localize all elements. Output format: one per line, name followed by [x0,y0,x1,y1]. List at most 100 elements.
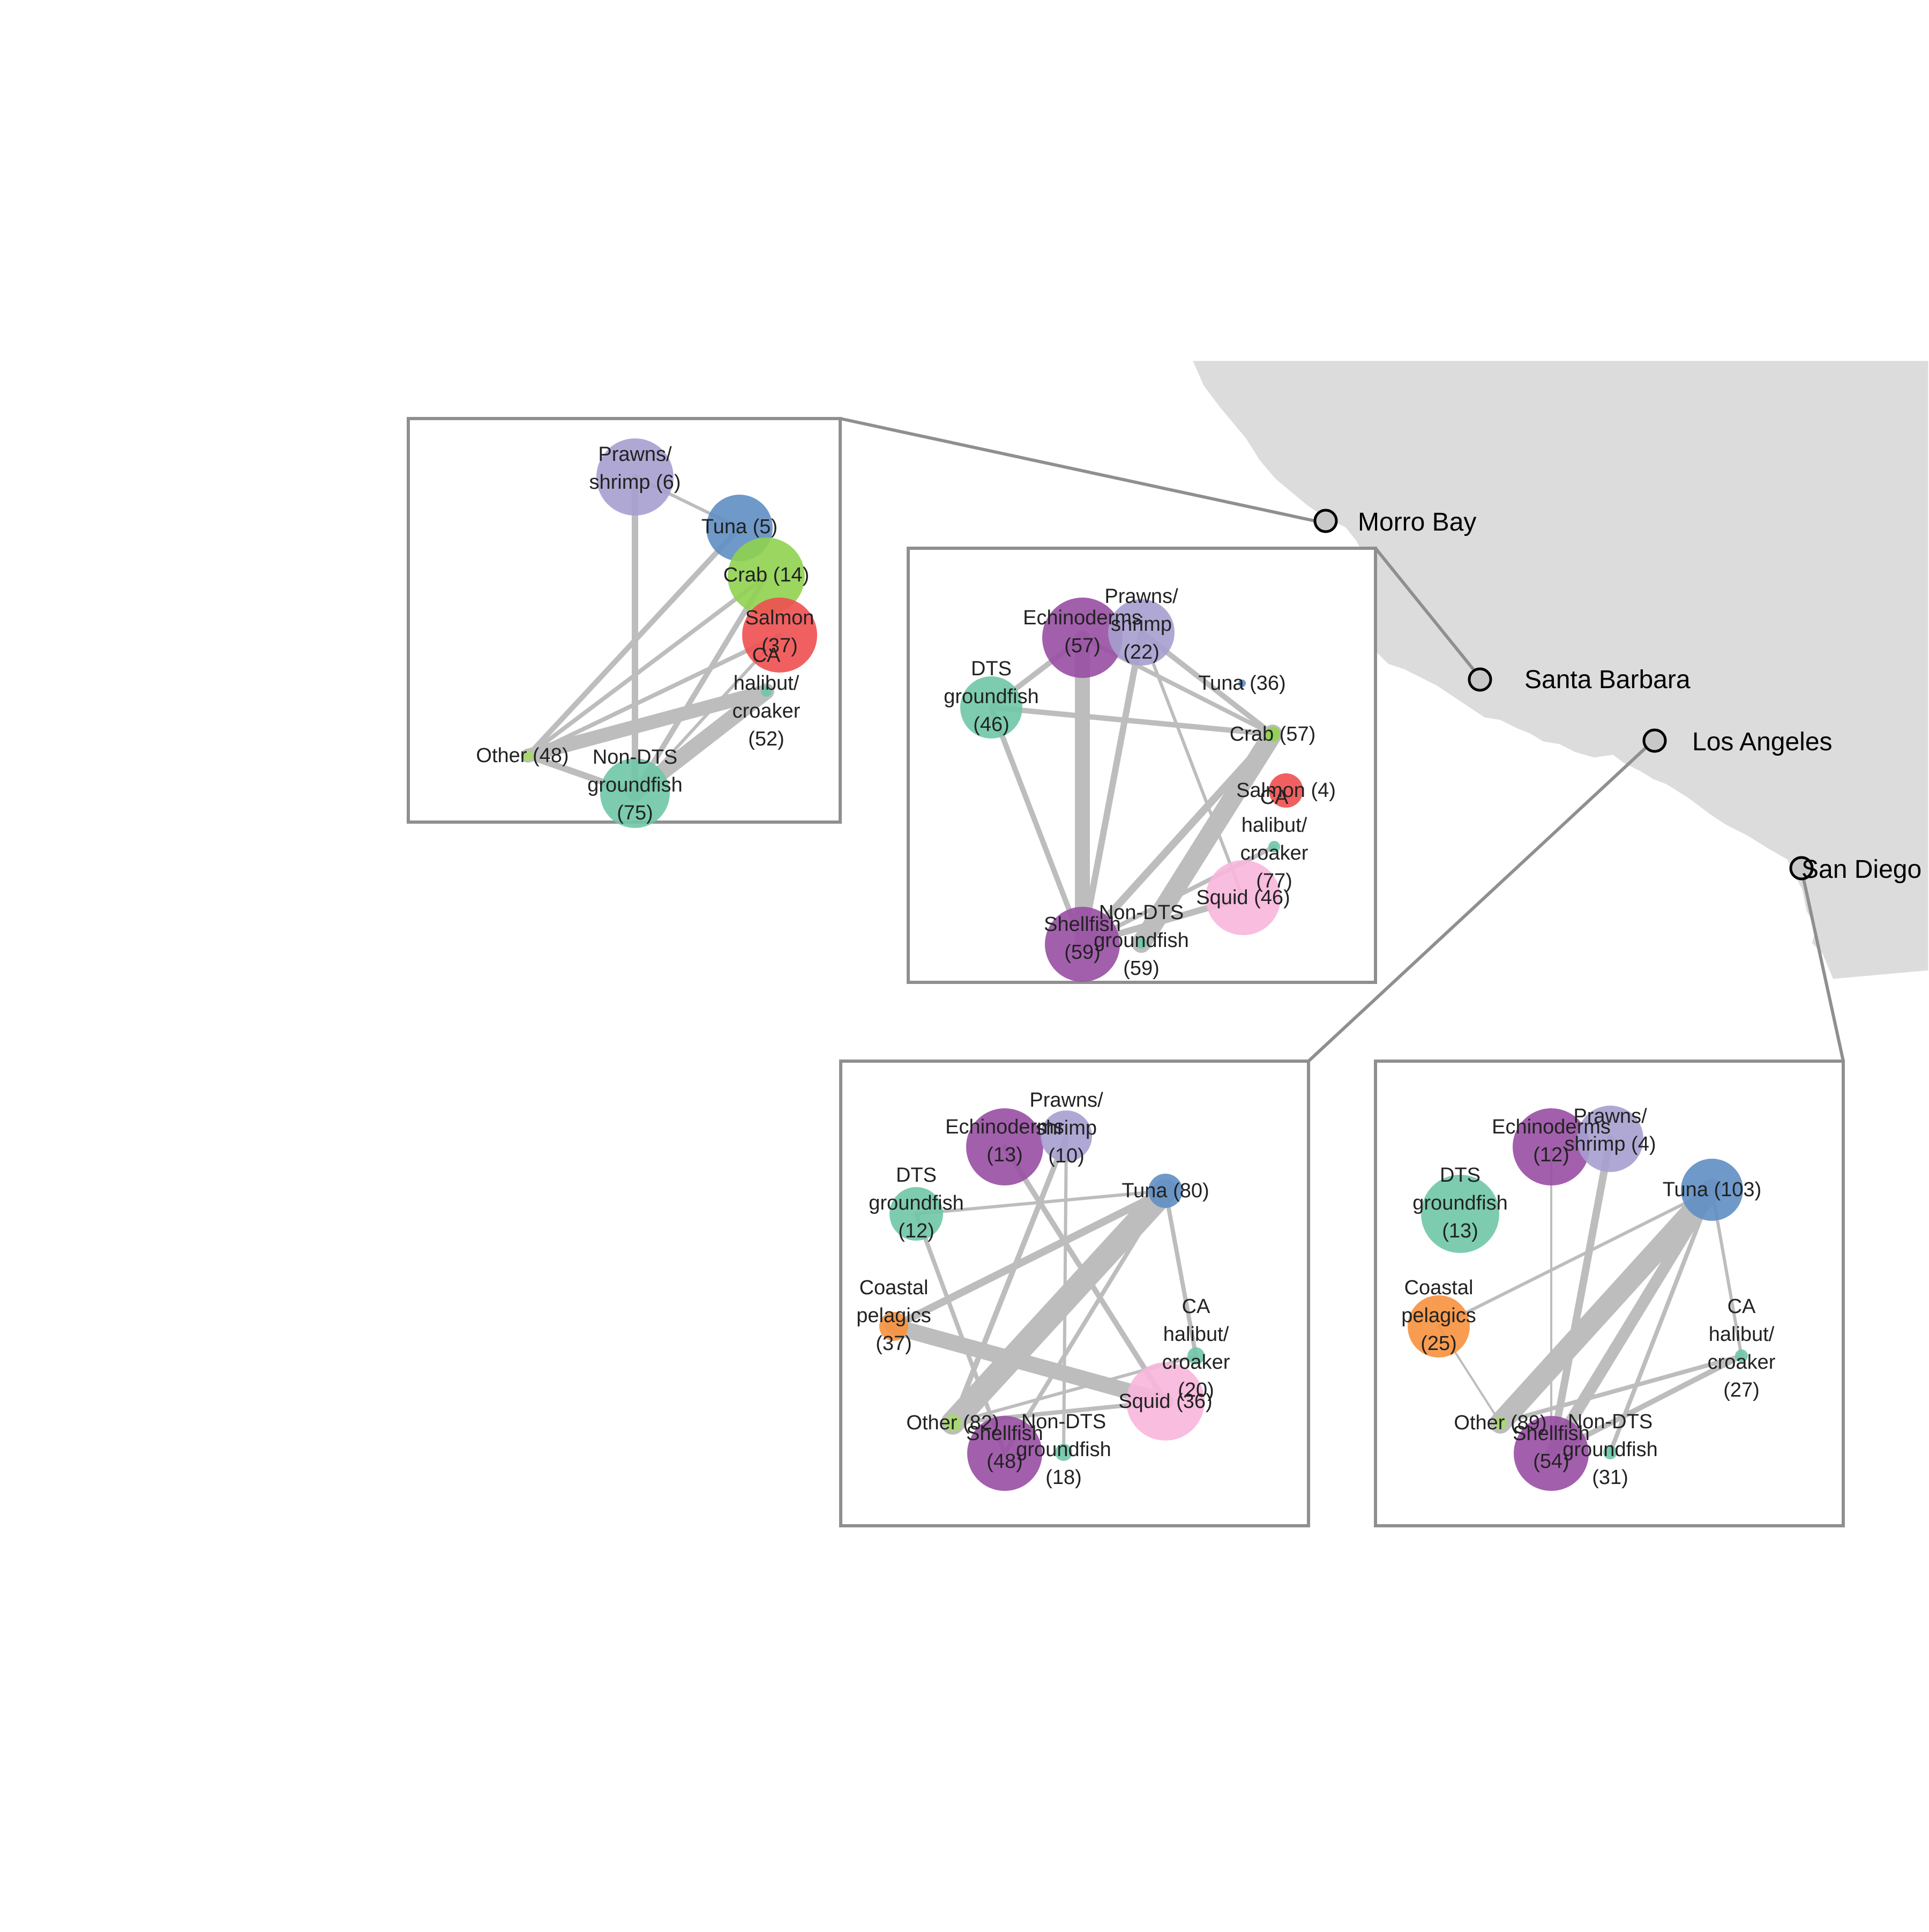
edge-tuna-non-dts-groundfish [1608,1188,1714,1454]
edge-tuna-other [525,525,742,758]
node-ca-halibut-croaker [1187,1347,1205,1364]
leader-santa-barbara [1374,547,1483,681]
node-label-non-dts-groundfish: Non-DTS groundfish (31) [1562,1411,1657,1489]
node-non-dts-groundfish [1136,938,1147,949]
node-non-dts-groundfish [600,758,670,828]
node-label-prawns-shrimp: Prawns/shrimp (4) [1564,1105,1656,1155]
edge-prawns-shrimp-other [950,1133,1069,1426]
edge-prawns-shrimp-shellfish [1079,629,1145,948]
network-morro-bay: Prawns/shrimp (6) Tuna (5) Crab (14) Salmon… [476,438,817,828]
edge-tuna-shellfish [1003,1189,1168,1456]
edge-tuna-other [1490,1179,1723,1434]
node-label-ca-halibut-croaker: CA halibut/croaker (52) [732,644,801,750]
node-label-echinoderms: Echinoderms (12) [1492,1116,1611,1166]
port-marker-santa-barbara [1468,667,1492,692]
node-label-squid: Squid (36) [1118,1390,1212,1413]
port-marker-morro-bay [1313,509,1338,533]
node-label-echinoderms: Echinoderms (13) [945,1116,1064,1166]
edges-los-angeles [886,1133,1198,1456]
node-shellfish [1045,907,1120,982]
node-tuna [1238,680,1246,687]
node-label-coastal-pelagics: Coastal pelagics (25) [1401,1277,1476,1355]
node-tuna [1148,1174,1183,1208]
network-san-diego: Echinoderms (12)Prawns/shrimp (4) DTS groun… [1401,1105,1776,1491]
node-dts-groundfish [889,1187,943,1241]
node-label-shellfish: Shellfish (54) [1513,1422,1590,1473]
node-label-squid: Squid (46) [1196,886,1290,909]
node-label-salmon: Salmon (4) [1236,779,1336,802]
node-dts-groundfish [960,676,1022,739]
node-prawns-shrimp [596,438,674,516]
node-other [1494,1416,1507,1429]
port-label-san-diego: San Diego [1801,855,1921,884]
edge-tuna-shellfish [1545,1184,1718,1459]
node-prawns-shrimp [1108,599,1175,666]
node-label-ca-halibut-croaker: CA halibut/croaker (77) [1240,786,1309,892]
node-other [944,1414,961,1431]
leader-lines [840,417,1845,1063]
node-label-dts-groundfish: DTS groundfish (46) [944,658,1038,736]
network-santa-barbara: Echinoderms (57)Prawns/shrimp (22) Tuna (36… [944,585,1336,982]
node-tuna [1681,1159,1743,1221]
node-label-crab: Crab (14) [723,564,810,586]
node-label-ca-halibut-croaker: CA halibut/croaker (27) [1708,1295,1776,1401]
node-crab [1265,727,1280,742]
edge-ca-halibut-croaker-other [521,684,773,763]
node-echinoderms [1042,598,1123,678]
node-prawns-shrimp [1577,1106,1643,1172]
node-squid [1206,860,1281,935]
node-label-crab: Crab (57) [1230,723,1316,745]
port-label-santa-barbara: Santa Barbara [1524,666,1691,694]
edge-dts-groundfish-crab [989,705,1275,737]
edge-crab-other [526,574,768,758]
node-echinoderms [1513,1108,1590,1185]
node-echinoderms [966,1108,1043,1185]
edge-tuna-coastal-pelagics [890,1187,1169,1330]
edge-prawns-shrimp-shellfish [1547,1135,1614,1457]
port-label-morro-bay: Morro Bay [1358,508,1476,536]
node-label-non-dts-groundfish: Non-DTS groundfish (75) [587,746,682,824]
node-label-non-dts-groundfish: Non-DTS groundfish (59) [1094,901,1188,980]
node-non-dts-groundfish [1055,1444,1072,1461]
node-shellfish [967,1416,1042,1491]
node-label-tuna: Tuna (5) [701,516,777,538]
node-ca-halibut-croaker [1268,841,1280,853]
node-label-echinoderms: Echinoderms (57) [1023,607,1142,657]
edge-dts-groundfish-shellfish [989,705,1085,947]
network-los-angeles: Echinoderms (13)Prawns/shrimp (10) DTS groun… [856,1089,1230,1491]
edge-echinoderms-squid [1002,1144,1168,1404]
node-label-non-dts-groundfish: Non-DTS groundfish (18) [1016,1411,1111,1489]
edge-crab-non-dts-groundfish [632,573,769,796]
node-other [522,750,533,761]
node-label-prawns-shrimp: Prawns/shrimp (10) [1029,1089,1103,1167]
node-coastal-pelagics [1408,1295,1470,1357]
edge-salmon-other [526,633,782,758]
node-dts-groundfish [1421,1175,1499,1253]
node-salmon [1269,773,1303,808]
node-label-dts-groundfish: DTS groundfish (12) [869,1164,963,1242]
ports: Morro Bay Santa Barbara Los Angeles San … [1313,508,1921,884]
node-squid [1126,1362,1205,1441]
edge-ca-halibut-croaker-other [1498,1354,1744,1425]
leader-los-angeles [1307,738,1656,1063]
node-shellfish [1514,1416,1589,1491]
node-label-other: Other (48) [476,744,569,767]
node-label-other: Other (82) [906,1412,999,1434]
node-salmon [742,598,817,673]
node-non-dts-groundfish [1603,1445,1617,1459]
edges-morro-bay [521,474,782,801]
node-ca-halibut-croaker [1735,1349,1748,1362]
node-label-salmon: Salmon (37) [745,607,814,657]
node-prawns-shrimp [1041,1110,1092,1162]
port-marker-los-angeles [1642,728,1667,753]
edge-tuna-other [941,1179,1177,1435]
edge-coastal-pelagics-squid [886,1318,1173,1409]
edge-prawns-shrimp-squid [1140,631,1245,899]
node-label-coastal-pelagics: Coastal pelagics (37) [856,1277,931,1355]
node-label-other: Other (89) [1454,1412,1546,1434]
node-label-prawns-shrimp: Prawns/shrimp (22) [1104,585,1178,663]
node-crab [728,538,805,615]
edge-tuna-coastal-pelagics [1437,1188,1714,1328]
leader-morro-bay [840,417,1323,524]
node-ca-halibut-croaker [761,686,772,697]
